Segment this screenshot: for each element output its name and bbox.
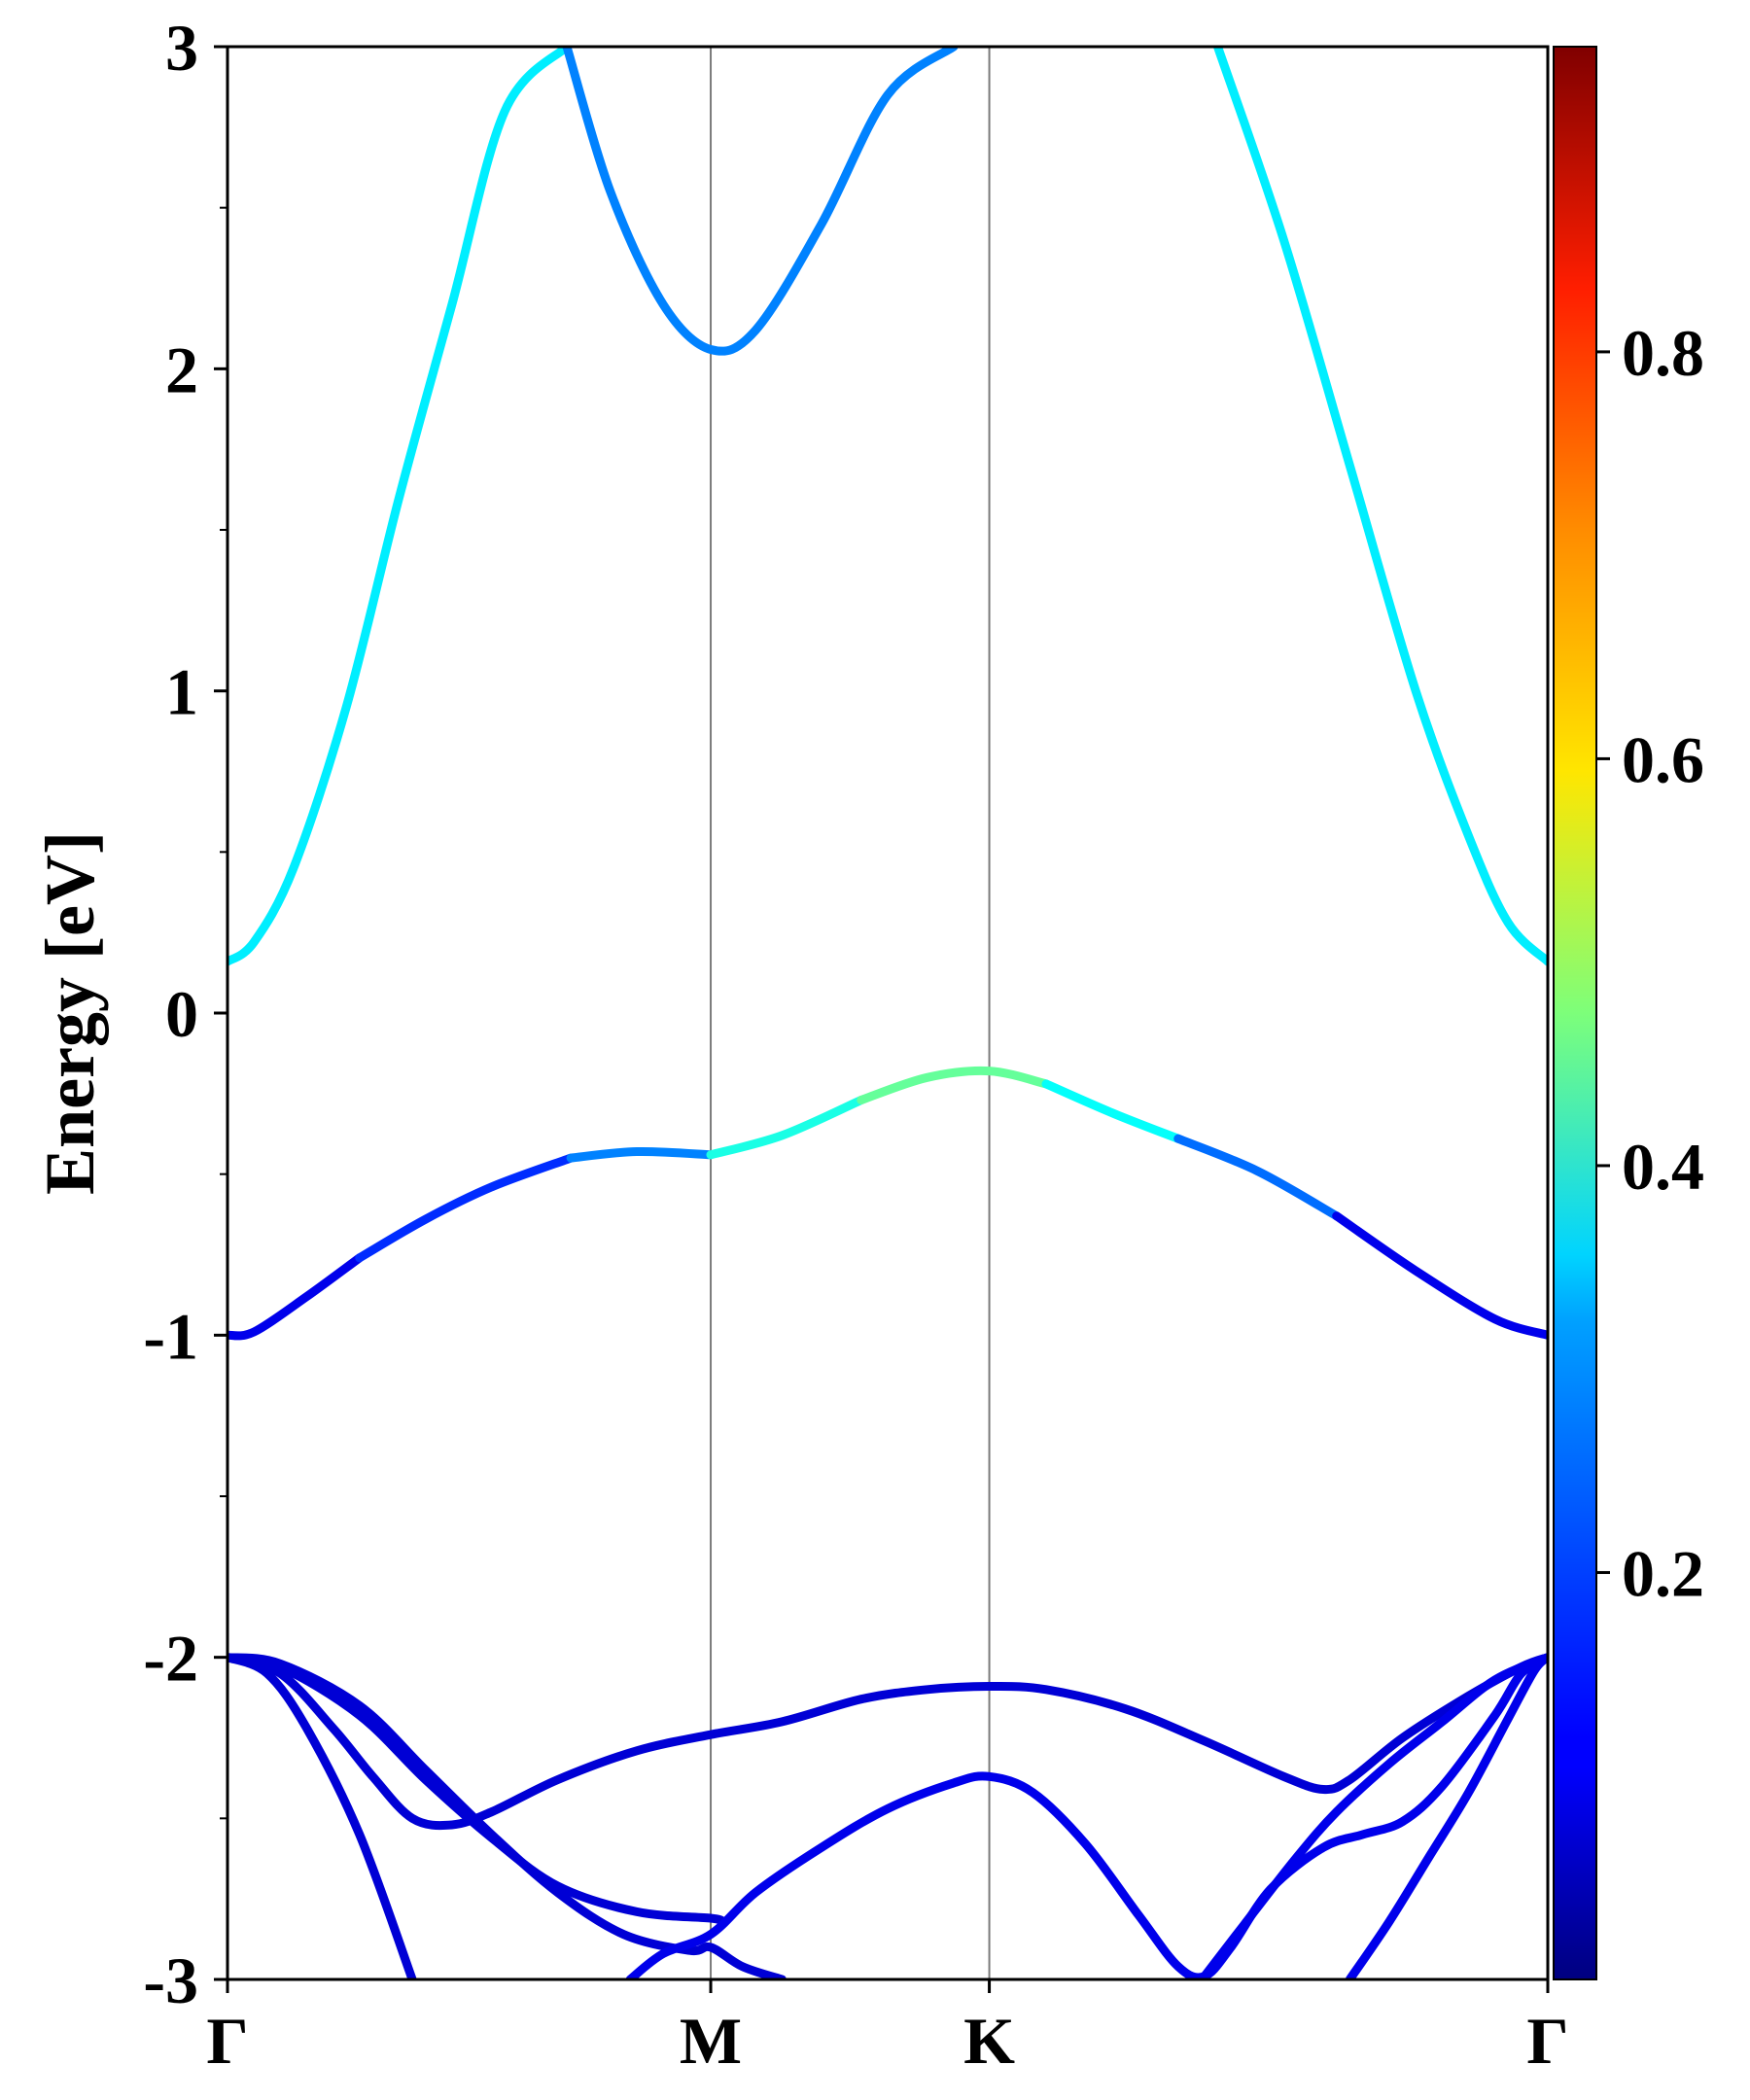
y-tick-label-5: -2 bbox=[143, 1622, 198, 1696]
bands bbox=[228, 47, 1548, 1979]
y-axis-label: Energy [eV] bbox=[31, 831, 109, 1195]
conduction-band-mid bbox=[562, 47, 959, 356]
colorbar-tick-label-1: 0.4 bbox=[1622, 1130, 1704, 1204]
y-tick-label-1: 2 bbox=[165, 332, 198, 406]
colorbar bbox=[1553, 46, 1597, 1980]
valence-band-5 bbox=[228, 1653, 1548, 1831]
conduction-band-right bbox=[1213, 47, 1548, 966]
valence-band-top-seg-3 bbox=[706, 1096, 866, 1160]
valence-band-3 bbox=[228, 1653, 787, 1979]
colorbar-tick-label-2: 0.6 bbox=[1622, 722, 1704, 796]
y-axis: 3 2 1 0 -1 -2 -3 bbox=[143, 11, 228, 2017]
high-symmetry-lines bbox=[710, 47, 991, 1979]
y-tick-label-0: 3 bbox=[165, 11, 198, 85]
valence-band-4 bbox=[228, 1653, 417, 1979]
valence-band-top-seg-2 bbox=[566, 1146, 716, 1163]
valence-band-top-seg-0 bbox=[228, 1253, 365, 1341]
x-tick-label-3: Γ bbox=[1526, 2004, 1568, 2078]
valence-band-8 bbox=[1345, 1653, 1548, 1979]
valence-band-7 bbox=[1200, 1653, 1548, 1979]
y-tick-label-6: -3 bbox=[143, 1943, 198, 2017]
valence-band-top-seg-5 bbox=[1041, 1079, 1183, 1143]
y-tick-label-3: 0 bbox=[165, 977, 198, 1051]
valence-band-top-seg-1 bbox=[355, 1153, 576, 1263]
valence-band-top-seg-6 bbox=[1173, 1134, 1342, 1221]
colorbar-tick-label-0: 0.2 bbox=[1622, 1536, 1704, 1610]
colorbar-ticks: 0.2 0.4 0.6 0.8 bbox=[1596, 316, 1704, 1610]
plot-frame bbox=[226, 45, 1550, 1981]
x-tick-label-1: M bbox=[680, 2004, 742, 2078]
x-tick-label-2: K bbox=[963, 2004, 1015, 2078]
valence-band-top-seg-4 bbox=[857, 1066, 1051, 1104]
valence-band-6 bbox=[625, 1653, 1548, 1979]
conduction-band-left bbox=[228, 47, 572, 966]
x-tick-label-0: Γ bbox=[206, 2004, 248, 2078]
valence-band-top-seg-7 bbox=[1332, 1211, 1548, 1340]
colorbar-tick-label-3: 0.8 bbox=[1622, 316, 1704, 390]
y-tick-label-2: 1 bbox=[165, 655, 198, 729]
y-tick-label-4: -1 bbox=[143, 1299, 198, 1373]
